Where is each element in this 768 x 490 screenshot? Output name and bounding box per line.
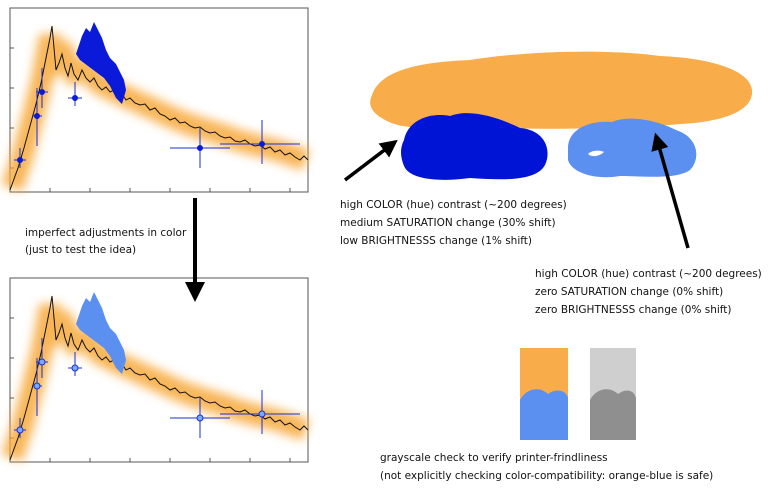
blob-hole [588, 150, 604, 157]
gray-swatch [590, 348, 636, 440]
note-text: high COLOR (hue) contrast (~200 degrees) [340, 199, 567, 211]
note-text: grayscale check to verify printer-frindl… [380, 452, 608, 464]
adjusted-plot [10, 278, 308, 462]
note-text: zero SATURATION change (0% shift) [535, 286, 723, 298]
dark-blue-blob [401, 113, 548, 180]
note-text: (not explicitly checking color-compatibi… [380, 470, 713, 482]
note-text: (just to test the idea) [25, 244, 136, 256]
note-text: low BRIGHTNESSS change (1% shift) [340, 235, 532, 247]
color-swatch [520, 348, 568, 440]
note-text: imperfect adjustments in color [25, 227, 187, 239]
light-blue-blob [568, 118, 697, 178]
note-text: high COLOR (hue) contrast (~200 degrees) [535, 268, 762, 280]
arrow [651, 132, 690, 249]
note-text: zero BRIGHTNESSS change (0% shift) [535, 304, 732, 316]
arrow [343, 139, 398, 182]
original-plot [10, 8, 308, 192]
orange-blob [370, 51, 753, 129]
note-text: medium SATURATION change (30% shift) [340, 217, 556, 229]
